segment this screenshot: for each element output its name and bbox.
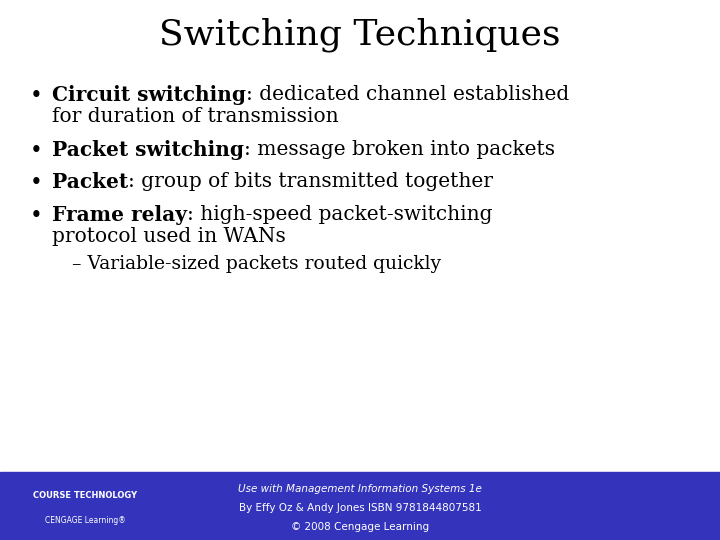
- Text: •: •: [30, 205, 42, 227]
- Text: Frame relay: Frame relay: [52, 205, 187, 225]
- Text: for duration of transmission: for duration of transmission: [52, 107, 338, 126]
- Text: CENGAGE Learning®: CENGAGE Learning®: [45, 516, 125, 524]
- Text: : high-speed packet-switching: : high-speed packet-switching: [187, 205, 492, 224]
- Bar: [0, 472, 720, 540]
- Text: : group of bits transmitted together: : group of bits transmitted together: [128, 172, 493, 191]
- Text: – Variable-sized packets routed quickly: – Variable-sized packets routed quickly: [72, 255, 441, 273]
- Text: By Effy Oz & Andy Jones ISBN 9781844807581: By Effy Oz & Andy Jones ISBN 97818448075…: [238, 503, 482, 514]
- Text: Use with Management Information Systems 1e: Use with Management Information Systems …: [238, 484, 482, 494]
- Text: : dedicated channel established: : dedicated channel established: [246, 85, 570, 104]
- Text: : message broken into packets: : message broken into packets: [244, 140, 555, 159]
- Text: •: •: [30, 172, 42, 194]
- Text: Packet switching: Packet switching: [52, 140, 244, 160]
- Text: COURSE TECHNOLOGY: COURSE TECHNOLOGY: [33, 491, 137, 500]
- Text: protocol used in WANs: protocol used in WANs: [52, 227, 286, 246]
- Text: Packet: Packet: [52, 172, 128, 192]
- Text: Switching Techniques: Switching Techniques: [159, 18, 561, 52]
- Text: Circuit switching: Circuit switching: [52, 85, 246, 105]
- Text: •: •: [30, 140, 42, 162]
- Text: •: •: [30, 85, 42, 107]
- Text: © 2008 Cengage Learning: © 2008 Cengage Learning: [291, 522, 429, 532]
